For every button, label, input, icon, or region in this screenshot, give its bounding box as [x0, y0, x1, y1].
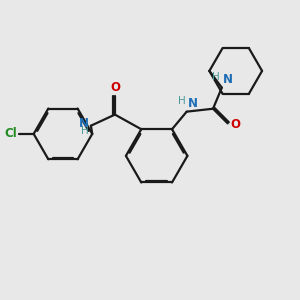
- Text: N: N: [188, 97, 198, 110]
- Text: N: N: [79, 117, 88, 130]
- Text: O: O: [110, 80, 120, 94]
- Text: O: O: [231, 118, 241, 131]
- Text: H: H: [81, 126, 88, 136]
- Text: H: H: [212, 72, 220, 82]
- Text: Cl: Cl: [5, 128, 18, 140]
- Text: H: H: [178, 96, 185, 106]
- Text: N: N: [223, 73, 233, 86]
